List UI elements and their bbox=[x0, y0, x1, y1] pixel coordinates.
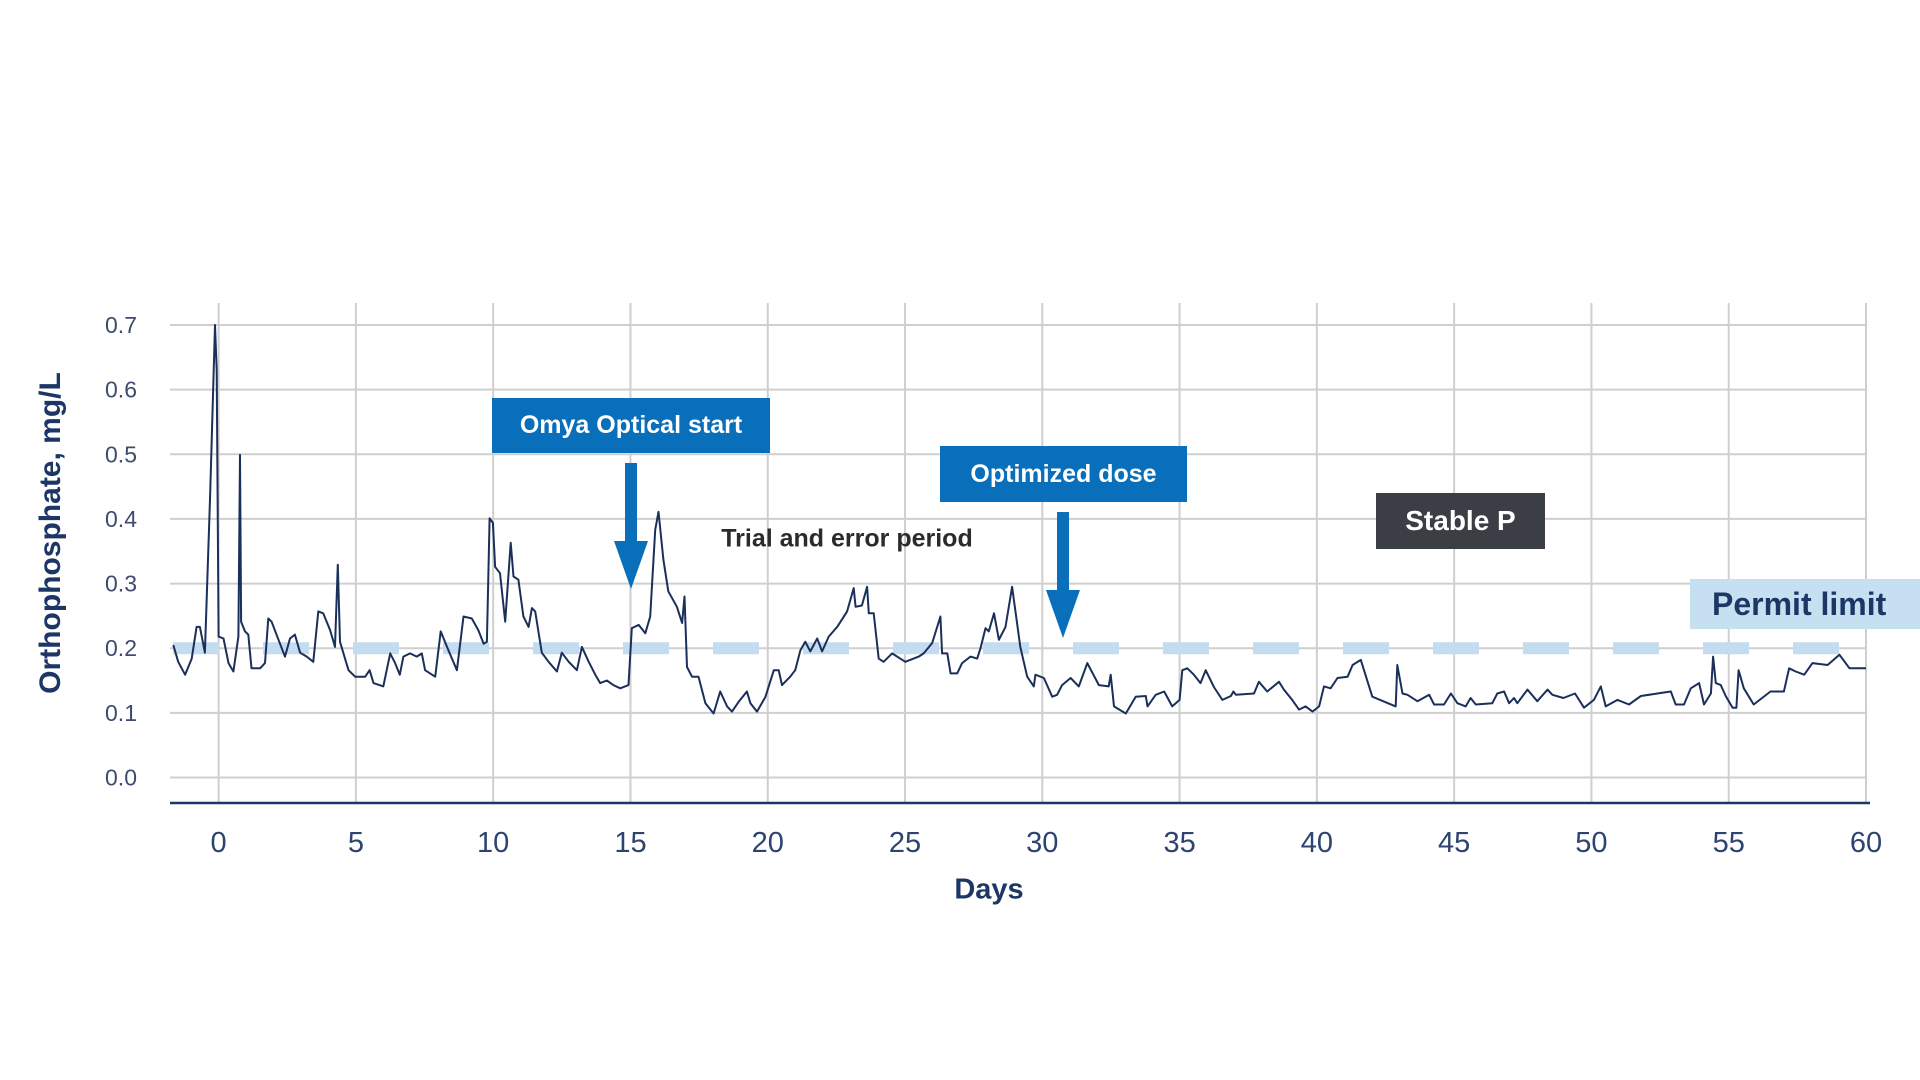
x-tick-label: 15 bbox=[614, 827, 646, 859]
x-tick-label: 25 bbox=[889, 827, 921, 859]
x-tick-label: 20 bbox=[752, 827, 784, 859]
annotation-trial-period: Trial and error period bbox=[721, 524, 973, 553]
y-tick-label: 0.6 bbox=[105, 377, 137, 403]
y-tick-label: 0.4 bbox=[105, 506, 137, 532]
x-tick-label: 60 bbox=[1850, 827, 1882, 859]
x-tick-label: 50 bbox=[1575, 827, 1607, 859]
x-axis-label: Days bbox=[954, 873, 1024, 906]
x-tick-label: 10 bbox=[477, 827, 509, 859]
annotation-omya-start: Omya Optical start bbox=[492, 398, 770, 453]
annotation-optimized-dose: Optimized dose bbox=[940, 446, 1187, 502]
x-tick-label: 40 bbox=[1301, 827, 1333, 859]
x-tick-label: 0 bbox=[211, 827, 227, 859]
series-line-orthophosphate bbox=[172, 324, 1866, 715]
y-tick-label: 0.3 bbox=[105, 571, 137, 597]
x-tick-label: 30 bbox=[1026, 827, 1058, 859]
y-tick-label: 0.7 bbox=[105, 312, 137, 338]
y-tick-label: 0.0 bbox=[105, 765, 137, 791]
x-tick-label: 45 bbox=[1438, 827, 1470, 859]
annotation-permit-limit: Permit limit bbox=[1690, 579, 1920, 629]
annotation-stable-p: Stable P bbox=[1376, 493, 1545, 549]
x-tick-label: 5 bbox=[348, 827, 364, 859]
y-axis-label: Orthophosphate, mg/L bbox=[34, 372, 67, 694]
y-tick-label: 0.5 bbox=[105, 441, 137, 467]
y-tick-labels: 0.0 0.1 0.2 0.3 0.4 0.5 0.6 0.7 bbox=[105, 312, 137, 791]
x-tick-label: 55 bbox=[1713, 827, 1745, 859]
arrow-down-icon bbox=[613, 463, 649, 589]
x-tick-labels: 0 5 10 15 20 25 30 35 40 45 50 55 60 bbox=[211, 827, 1883, 859]
y-tick-label: 0.1 bbox=[105, 700, 137, 726]
y-tick-label: 0.2 bbox=[105, 635, 137, 661]
grid bbox=[170, 303, 1867, 803]
x-tick-label: 35 bbox=[1163, 827, 1195, 859]
arrow-down-icon bbox=[1045, 512, 1081, 638]
